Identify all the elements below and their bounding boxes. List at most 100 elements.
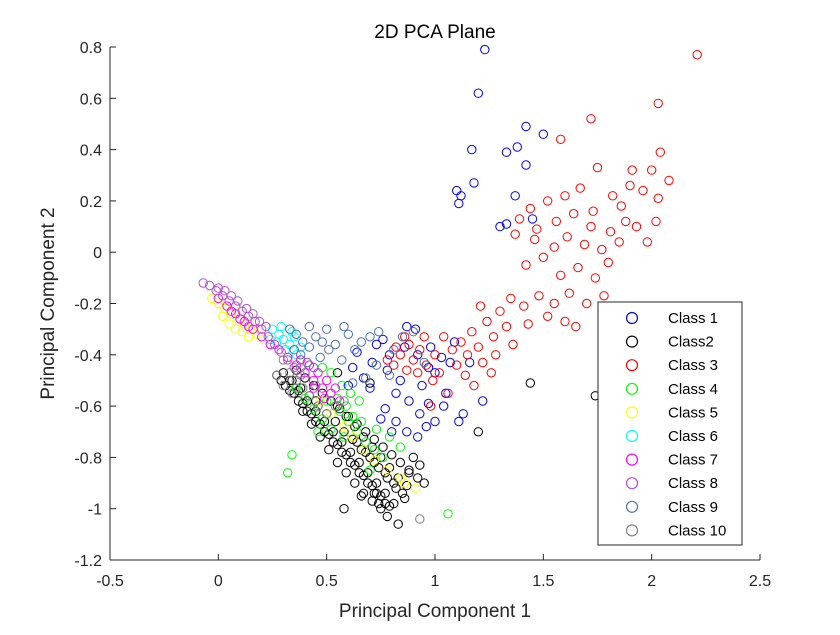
data-point [296,355,306,365]
data-point [261,321,271,332]
y-tick-label: -1.2 [74,553,102,570]
data-point [337,447,347,457]
data-point [521,260,531,270]
data-point [339,321,349,332]
legend-label: Class 7 [668,452,718,469]
data-point [642,237,652,247]
data-point [361,437,371,447]
data-point [276,375,286,386]
chart-title: 2D PCA Plane [374,22,495,43]
data-point [571,321,581,332]
data-point [317,337,327,347]
data-point [270,339,280,350]
data-point [436,352,447,363]
data-point [478,396,488,406]
y-tick-label: -0.6 [74,399,102,416]
data-point [410,483,421,493]
data-point [322,375,332,386]
data-point [365,378,375,388]
data-point [397,488,408,498]
data-point [367,496,377,506]
data-point [521,121,531,132]
data-point [350,345,360,355]
data-point [322,324,332,334]
data-point [304,391,314,401]
data-point [638,185,648,196]
data-point [426,401,436,411]
data-point [501,321,512,332]
data-point [330,383,340,393]
data-point [313,368,323,378]
data-point [488,332,499,342]
data-point [391,416,401,427]
y-tick-label: 0 [93,245,102,262]
data-point [402,321,412,332]
data-point [469,178,479,188]
data-point [313,401,323,411]
data-point [605,227,616,237]
data-point [276,321,286,332]
x-tick-label: -0.5 [96,573,124,590]
data-point [510,191,520,201]
data-point [562,232,572,242]
data-point [506,293,516,304]
data-point [298,337,308,347]
data-point [549,298,559,309]
data-point [525,203,535,214]
data-point [311,332,321,342]
data-point [356,337,366,347]
data-point [339,427,349,437]
data-point [350,478,360,488]
series-10 [272,355,425,524]
data-point [426,342,436,352]
data-point [408,327,418,337]
data-point [389,478,399,488]
data-point [482,316,492,327]
data-point [241,303,252,314]
data-point [298,406,308,416]
data-point [404,465,414,475]
legend-label: Class 4 [668,381,718,398]
data-point [651,216,661,227]
data-point [473,427,483,437]
data-point [510,229,520,239]
data-point [478,357,488,368]
data-point [579,239,590,250]
data-point [538,252,548,262]
data-point [278,355,288,365]
data-point [213,283,224,293]
data-point [287,388,297,398]
data-point [456,337,466,347]
data-point [382,365,392,375]
data-point [419,332,429,342]
y-tick-label: 0.4 [80,143,102,160]
data-point [374,327,384,337]
legend-marker [625,335,639,348]
data-point [296,362,306,373]
data-point [465,357,475,368]
data-point [378,452,388,463]
data-point [326,368,336,378]
data-point [309,383,319,393]
data-point [311,380,321,391]
data-point [415,514,425,524]
x-tick-label: 2.5 [749,573,771,590]
data-point [575,183,585,193]
data-point [400,493,410,504]
data-point [285,339,295,350]
data-point [267,324,278,334]
data-point [525,378,535,388]
data-point [417,380,427,391]
x-axis-label: Principal Component 1 [339,601,531,622]
data-point [220,286,230,296]
data-point [356,491,366,501]
data-point [430,350,440,360]
data-point [343,329,353,339]
data-point [384,350,395,360]
data-point [523,319,533,329]
series-2 [272,365,600,529]
data-point [309,362,319,373]
data-point [339,421,349,432]
data-point [285,386,295,396]
data-point [324,445,334,455]
